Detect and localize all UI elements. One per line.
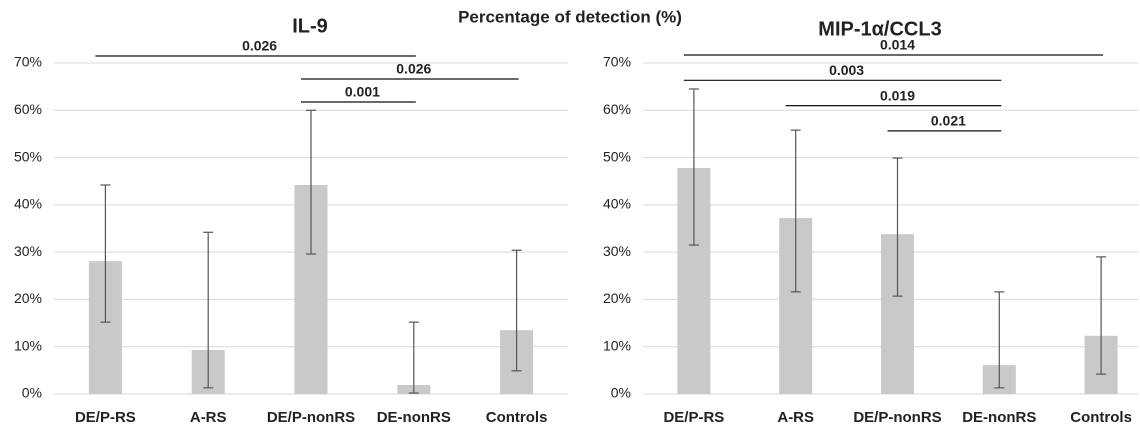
x-tick-label: A-RS <box>190 409 227 426</box>
y-tick-label: 70% <box>14 54 42 70</box>
x-tick-label: A-RS <box>777 409 814 426</box>
y-tick-label: 30% <box>14 243 42 259</box>
y-tick-label: 50% <box>603 148 631 164</box>
y-tick-label: 60% <box>14 101 42 117</box>
chart-title: MIP-1α/CCL3 <box>818 18 941 40</box>
y-tick-label: 40% <box>14 196 42 212</box>
error-bar <box>511 249 522 372</box>
x-tick-label: Controls <box>486 409 548 426</box>
p-value: 0.003 <box>829 62 864 78</box>
figure-title: Percentage of detection (%) <box>458 7 682 26</box>
error-bar <box>892 157 903 297</box>
y-tick-label: 40% <box>603 196 631 212</box>
y-tick-label: 0% <box>22 385 42 401</box>
y-tick-label: 60% <box>603 101 631 117</box>
error-bar <box>790 129 801 293</box>
chart-title: IL-9 <box>292 15 328 37</box>
y-tick-label: 20% <box>14 290 42 306</box>
x-tick-label: DE-nonRS <box>962 409 1036 426</box>
error-bar <box>100 184 111 323</box>
error-bar <box>203 231 214 389</box>
p-value: 0.019 <box>880 87 915 103</box>
y-tick-label: 70% <box>603 54 631 70</box>
y-tick-label: 20% <box>603 290 631 306</box>
p-value: 0.001 <box>345 84 380 100</box>
x-tick-label: DE-nonRS <box>377 409 451 426</box>
error-bar <box>688 88 699 246</box>
y-tick-label: 0% <box>611 385 631 401</box>
p-value: 0.026 <box>242 38 277 54</box>
p-value: 0.014 <box>880 37 915 53</box>
y-tick-label: 30% <box>603 243 631 259</box>
error-bar <box>994 291 1005 389</box>
p-value: 0.021 <box>931 113 966 129</box>
x-tick-label: DE/P-nonRS <box>853 409 941 426</box>
error-bar <box>408 321 419 394</box>
y-tick-label: 10% <box>603 337 631 353</box>
x-tick-label: DE/P-RS <box>663 409 724 426</box>
error-bar <box>306 109 316 255</box>
x-tick-label: Controls <box>1070 409 1132 426</box>
y-tick-label: 10% <box>14 337 42 353</box>
error-bar <box>1096 256 1107 375</box>
x-tick-label: DE/P-nonRS <box>267 409 355 426</box>
x-tick-label: DE/P-RS <box>75 409 136 426</box>
y-tick-label: 50% <box>14 148 42 164</box>
p-value: 0.026 <box>396 61 431 77</box>
